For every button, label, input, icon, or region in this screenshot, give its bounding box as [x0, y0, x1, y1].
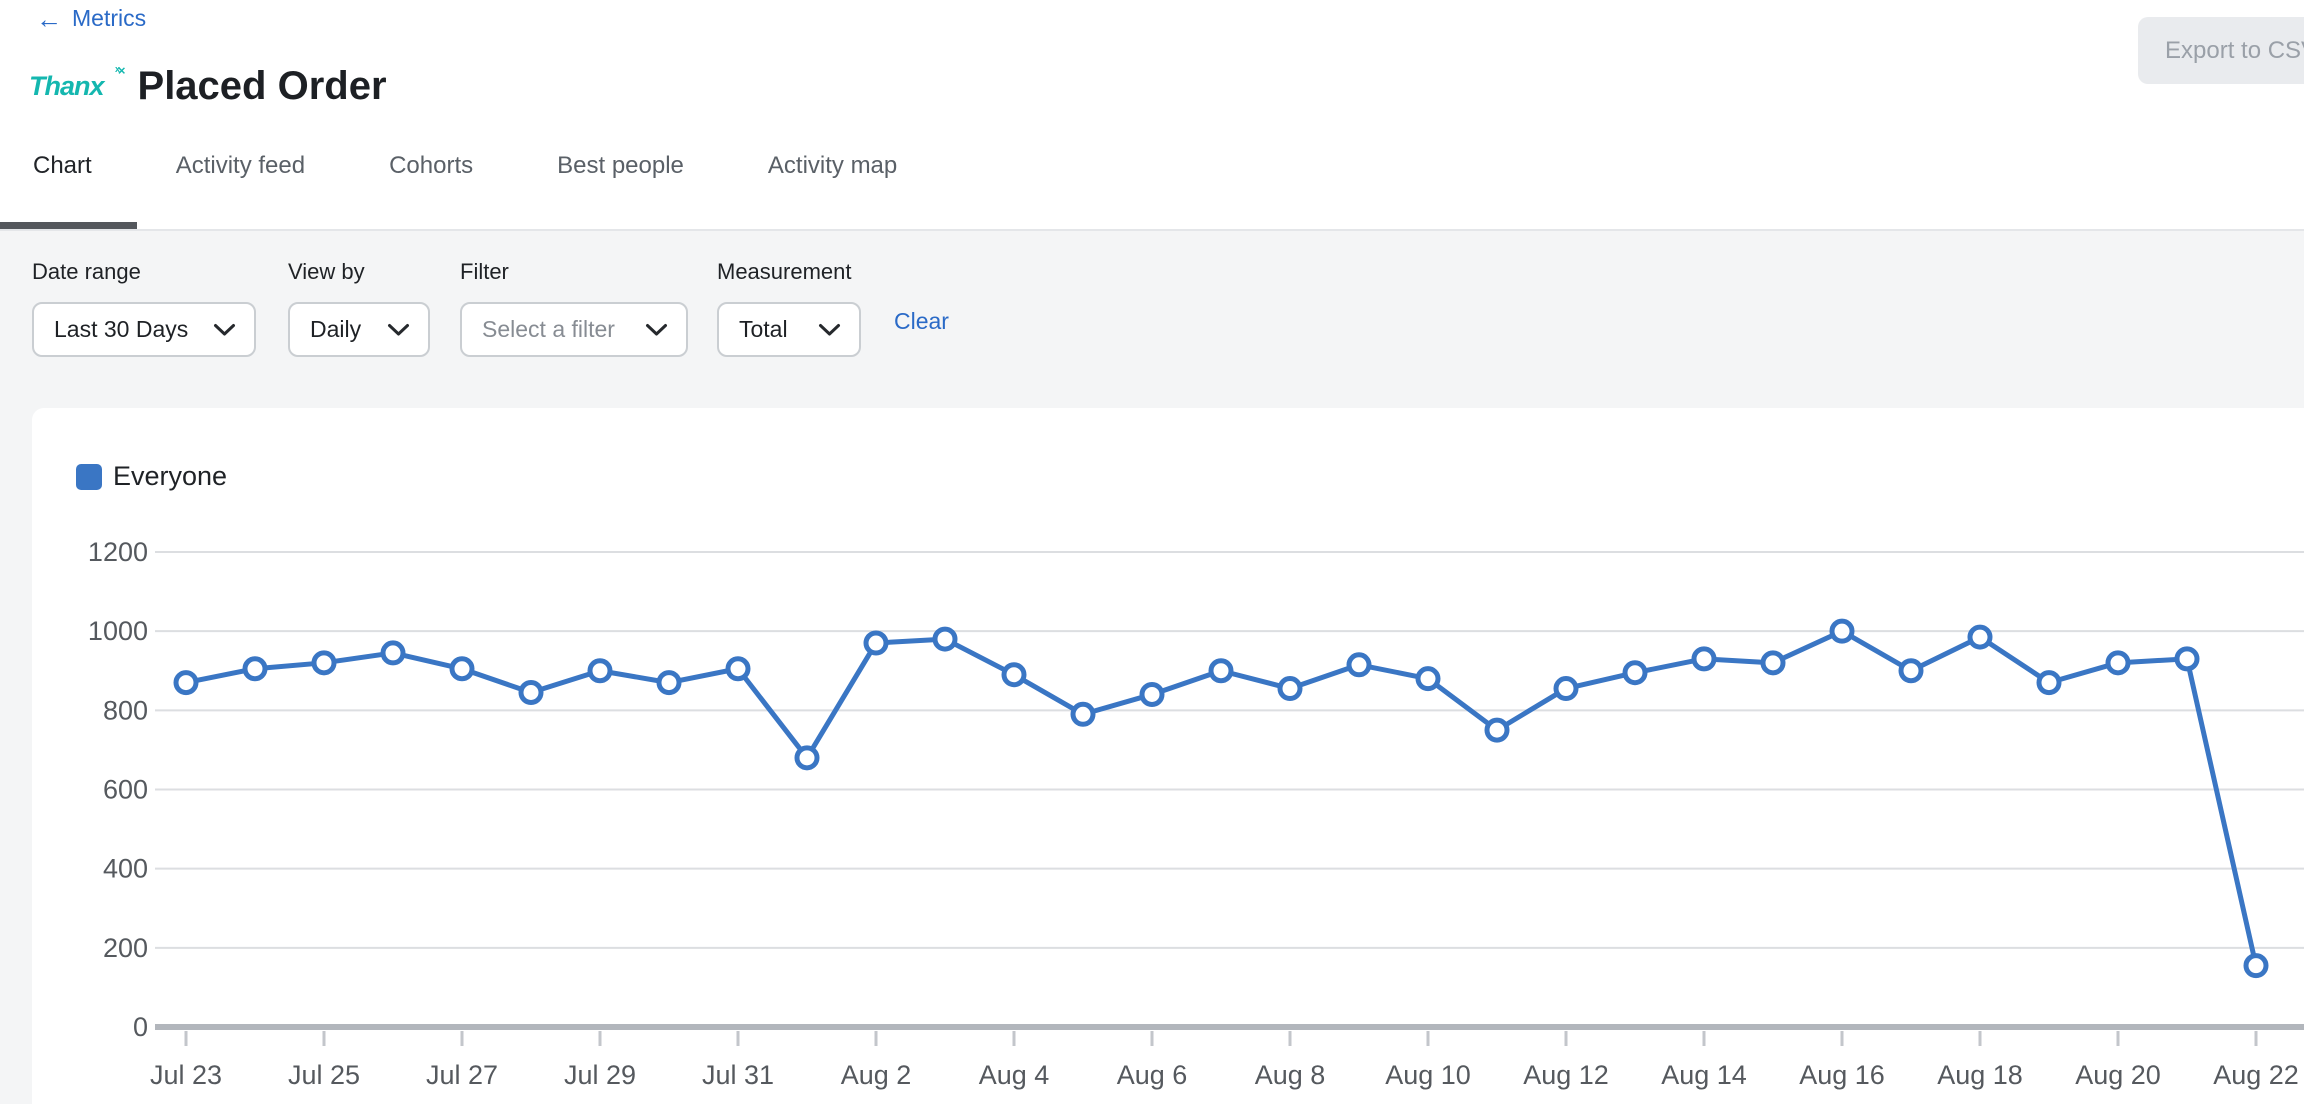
svg-text:800: 800 — [103, 695, 148, 725]
clear-filters-link[interactable]: Clear — [894, 308, 949, 334]
svg-text:Aug 2: Aug 2 — [841, 1060, 912, 1090]
view-by-label: View by — [288, 259, 365, 284]
view-by-value: Daily — [310, 316, 362, 342]
svg-text:Aug 4: Aug 4 — [979, 1060, 1050, 1090]
svg-text:Aug 14: Aug 14 — [1661, 1060, 1747, 1090]
svg-text:Jul 27: Jul 27 — [426, 1060, 498, 1090]
page-title: Placed Order — [137, 63, 387, 108]
measurement-select[interactable]: Total — [717, 302, 861, 357]
svg-text:Jul 25: Jul 25 — [288, 1060, 360, 1090]
tab-cohorts[interactable]: Cohorts — [389, 152, 474, 179]
tab-bar: Chart Activity feed Cohorts Best people … — [33, 152, 897, 180]
filter-filter-group: Filter Select a filter — [460, 259, 688, 357]
tab-activity-feed[interactable]: Activity feed — [175, 152, 306, 179]
svg-text:Aug 16: Aug 16 — [1799, 1060, 1885, 1090]
chevron-down-icon — [388, 323, 409, 335]
brand-row: Thanx Placed Order — [29, 60, 387, 112]
svg-text:1000: 1000 — [88, 616, 148, 646]
measurement-value: Total — [739, 316, 788, 342]
chevron-down-icon — [214, 323, 235, 335]
svg-text:Jul 31: Jul 31 — [702, 1060, 774, 1090]
date-range-value: Last 30 Days — [54, 316, 189, 342]
legend-swatch — [76, 463, 102, 490]
svg-text:400: 400 — [103, 854, 148, 884]
svg-text:Aug 22: Aug 22 — [2213, 1060, 2299, 1090]
date-range-select[interactable]: Last 30 Days — [32, 302, 256, 357]
tab-best-people[interactable]: Best people — [557, 152, 684, 179]
tab-activity-map[interactable]: Activity map — [767, 152, 898, 179]
back-to-metrics-link[interactable]: ← Metrics — [36, 5, 146, 32]
view-by-filter-group: View by Daily — [288, 259, 430, 357]
header: ← Metrics Export to CSV Thanx Placed Ord… — [0, 0, 2304, 231]
legend-label: Everyone — [113, 461, 228, 491]
measurement-filter-group: Measurement Total — [717, 259, 861, 357]
date-range-label: Date range — [32, 259, 141, 284]
svg-text:Aug 18: Aug 18 — [1937, 1060, 2023, 1090]
chevron-down-icon — [646, 323, 667, 335]
thanx-logo: Thanx — [29, 63, 123, 102]
export-button[interactable]: Export to CSV — [2138, 17, 2304, 84]
svg-text:Aug 10: Aug 10 — [1385, 1060, 1471, 1090]
back-arrow-icon: ← — [36, 3, 62, 34]
filter-placeholder: Select a filter — [482, 316, 615, 342]
view-by-select[interactable]: Daily — [288, 302, 430, 357]
svg-text:Aug 8: Aug 8 — [1255, 1060, 1326, 1090]
chart-card: Everyone 0 200 400 600 800 1000 1200 Jul 23 Jul … — [32, 408, 2304, 1104]
header-divider — [0, 229, 2304, 231]
svg-text:0: 0 — [133, 1012, 148, 1042]
svg-text:600: 600 — [103, 774, 148, 804]
date-range-filter-group: Date range Last 30 Days — [32, 259, 256, 357]
svg-text:Aug 12: Aug 12 — [1523, 1060, 1609, 1090]
tab-chart[interactable]: Chart — [33, 152, 92, 179]
content-area: Date range Last 30 Days View by Daily Fi… — [0, 231, 2304, 1104]
svg-text:Jul 23: Jul 23 — [150, 1060, 222, 1090]
svg-text:Aug 20: Aug 20 — [2075, 1060, 2161, 1090]
measurement-label: Measurement — [717, 259, 852, 284]
active-tab-underline — [0, 222, 137, 230]
filter-label: Filter — [460, 259, 509, 284]
svg-text:Jul 29: Jul 29 — [564, 1060, 636, 1090]
svg-text:1200: 1200 — [88, 537, 148, 567]
chevron-down-icon — [819, 323, 840, 335]
filter-select[interactable]: Select a filter — [460, 302, 688, 357]
line-chart[interactable]: 0 200 400 600 800 1000 1200 Jul 23 Jul 25 Jul 27 J… — [32, 408, 2304, 1104]
svg-text:Aug 6: Aug 6 — [1117, 1060, 1188, 1090]
svg-text:200: 200 — [103, 933, 148, 963]
back-link-label: Metrics — [72, 5, 147, 31]
legend-item-everyone[interactable]: Everyone — [76, 461, 227, 492]
